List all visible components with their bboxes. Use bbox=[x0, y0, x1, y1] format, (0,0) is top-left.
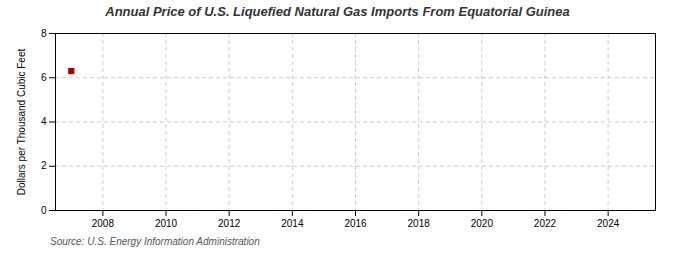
svg-text:2014: 2014 bbox=[281, 218, 304, 229]
svg-text:2016: 2016 bbox=[344, 218, 367, 229]
svg-text:Dollars per Thousand Cubic Fee: Dollars per Thousand Cubic Feet bbox=[16, 49, 27, 196]
svg-text:2018: 2018 bbox=[408, 218, 431, 229]
svg-text:2022: 2022 bbox=[534, 218, 557, 229]
svg-text:8: 8 bbox=[41, 28, 47, 39]
svg-text:6: 6 bbox=[41, 72, 47, 83]
svg-text:0: 0 bbox=[41, 205, 47, 216]
svg-text:2012: 2012 bbox=[218, 218, 241, 229]
svg-text:2024: 2024 bbox=[597, 218, 620, 229]
svg-text:2010: 2010 bbox=[155, 218, 178, 229]
html-text:Source: U.S. Energy Informatio: Source: U.S. Energy Information Administ… bbox=[50, 236, 260, 247]
svg-text:2008: 2008 bbox=[92, 218, 115, 229]
svg-text:2: 2 bbox=[41, 160, 47, 171]
svg-text:4: 4 bbox=[41, 116, 47, 127]
html-text:Annual Price of U.S. Liquefied: Annual Price of U.S. Liquefied Natural G… bbox=[105, 4, 570, 19]
svg-text:2020: 2020 bbox=[471, 218, 494, 229]
